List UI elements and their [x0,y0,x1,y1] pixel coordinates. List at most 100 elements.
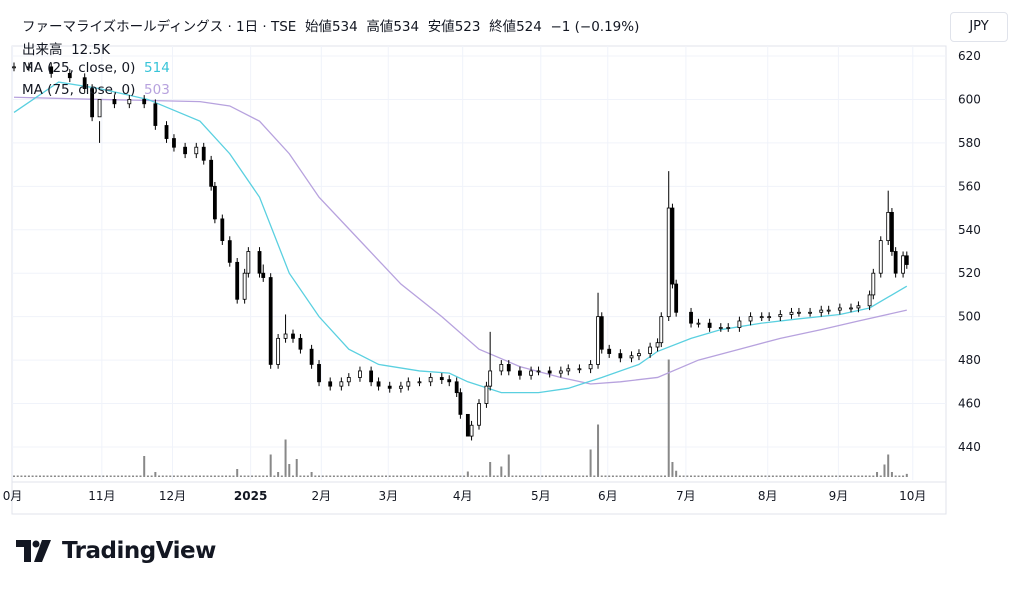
volume-bar [827,475,830,477]
volume-bar [589,449,592,477]
volume-bar [835,475,838,477]
volume-bar [344,475,347,477]
volume-bar [723,475,726,477]
candle-body [49,66,54,74]
x-tick-label: 12月 [159,489,186,503]
candle-body [778,314,783,318]
volume-bar [27,475,30,477]
volume-bar [403,475,406,477]
volume-bar [649,475,652,477]
volume-bar [407,475,410,477]
volume-bar [619,475,622,477]
volume-bar [31,475,34,477]
x-tick-label: 0月 [3,489,23,503]
volume-bar [225,475,228,477]
currency-button[interactable]: JPY [950,12,1008,42]
open-value: 534 [331,19,358,35]
volume-bar [563,475,566,477]
low-value: 523 [454,19,481,35]
volume-bar [660,475,663,477]
volume-bar [463,475,466,477]
volume-bar [515,475,518,477]
y-tick-label: 460 [958,397,981,411]
volume-bar [109,475,112,477]
candle-body [469,424,474,437]
volume-bar [295,459,298,477]
volume-bar [366,475,369,477]
ma25-legend[interactable]: MA (25, close, 0) 514 [22,60,170,76]
volume-bar [559,475,562,477]
volume-bar [169,475,172,477]
volume-bar [883,464,886,477]
candle-body [767,316,772,319]
tradingview-logo[interactable]: TradingView [16,538,216,564]
volume-bar [351,475,354,477]
candle-body [607,348,612,354]
x-tick-label: 10月 [899,489,926,503]
y-tick-label: 620 [958,49,981,63]
volume-bar [615,475,618,477]
volume-bar [139,475,142,477]
x-tick-label: 3月 [378,489,398,503]
candle-body [172,138,176,148]
volume-bar [690,475,693,477]
volume-bar [72,475,75,477]
volume-bar [340,475,343,477]
volume-bar [13,475,15,477]
candle-body [808,311,812,314]
volume-bar [280,475,283,477]
candle-body [488,370,493,387]
candle-body [901,255,905,274]
volume-bar [716,475,719,477]
candle-body [246,251,251,274]
volume-bar [492,475,495,477]
high-value: 534 [393,19,420,35]
volume-bar [102,475,105,477]
volume-bar [730,475,733,477]
volume-bar [437,475,440,477]
volume-bar [444,475,447,477]
volume-bar [135,475,138,477]
candle-body [890,211,894,252]
volume-bar [53,475,56,477]
x-tick-label: 11月 [88,489,115,503]
candle-body [112,99,117,105]
candle-body [588,364,593,370]
candle-body [637,353,641,357]
candle-body [670,207,675,285]
volume-bar [783,475,786,477]
volume-bar [180,475,183,477]
volume-bar [128,475,131,477]
volume-bar [448,475,451,477]
candle-body [220,218,225,242]
y-tick-label: 600 [958,92,981,106]
volume-bar [94,475,97,477]
ma75-legend[interactable]: MA (75, close, 0) 503 [22,82,170,98]
volume-bar [455,475,458,477]
volume-bar [749,475,752,477]
ma25-label: MA (25, close, 0) [22,60,136,76]
candle-body [797,311,801,314]
volume-bar [16,475,19,477]
volume-bar [165,475,168,477]
volume-bar [418,475,421,477]
volume-bar [68,475,71,477]
volume-bar [868,475,871,477]
volume-bar [277,472,280,477]
candle-body [428,377,433,383]
volume-bar [396,475,399,477]
candle-body [748,316,753,322]
volume-bar [303,475,306,477]
volume-bar [61,475,64,477]
volume-bar [604,475,607,477]
volume-bar [321,475,324,477]
volume-bar [39,475,42,477]
candle-body [666,207,671,318]
volume-bar [771,475,774,477]
volume-bar [299,475,302,477]
volume-bar [377,475,380,477]
candle-body [674,283,679,313]
volume-bar [686,475,689,477]
volume-bar [355,475,358,477]
